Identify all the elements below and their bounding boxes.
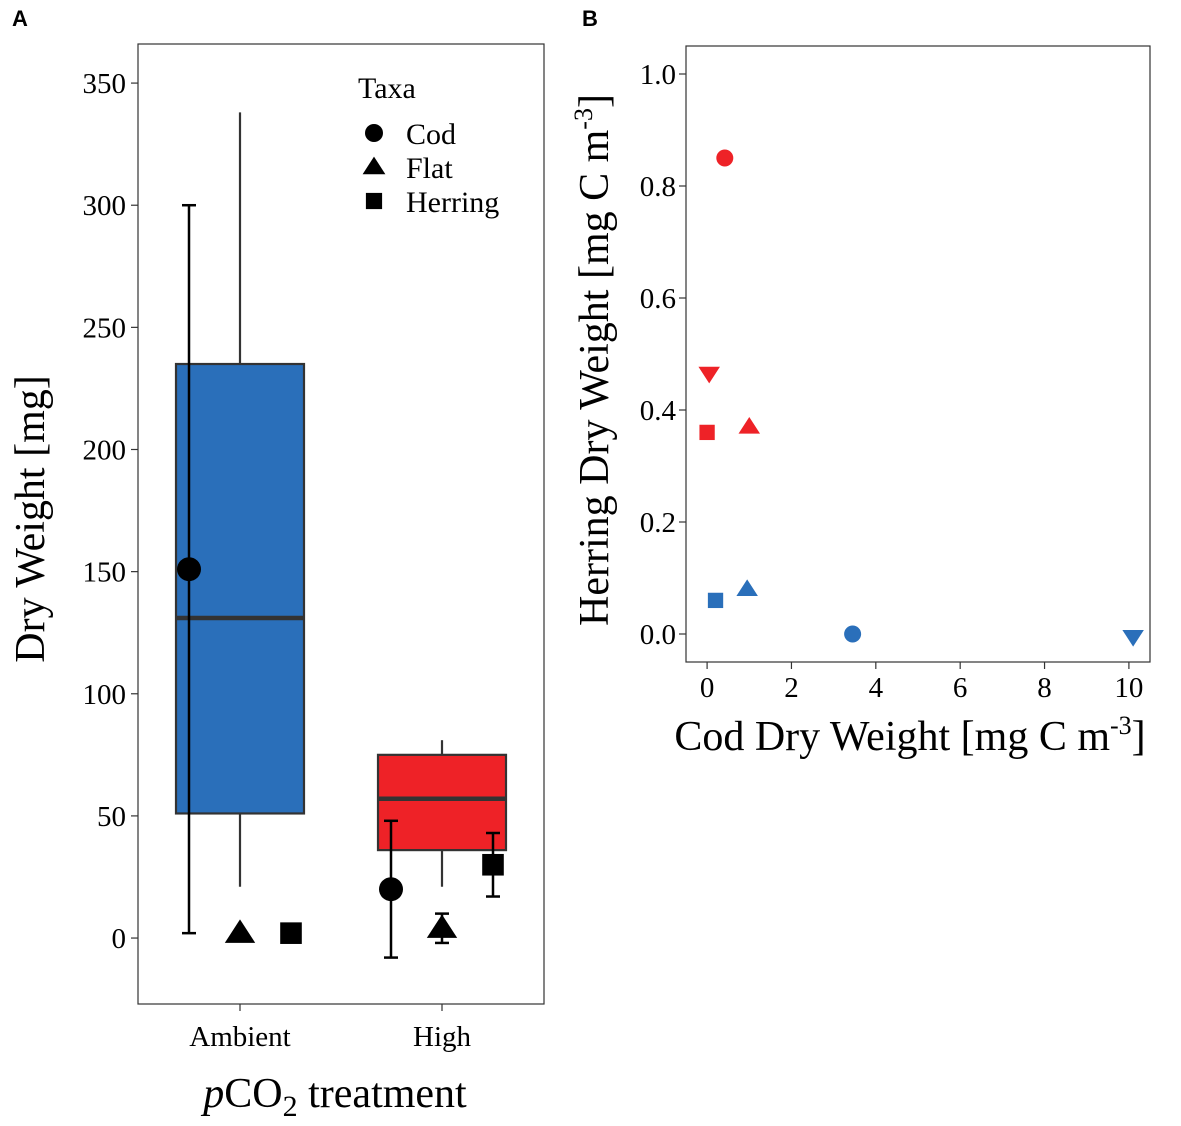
legend-label: Herring [406,186,499,219]
scatter-point [1122,629,1144,647]
scatter-point [698,366,720,384]
mean-marker [177,557,201,582]
points-layer [177,203,504,959]
panel-a-frame [137,43,545,1005]
x-axis-title-b: Cod Dry Weight [mg C m-3] [674,711,1145,760]
x-tick-label: 8 [1037,672,1052,704]
y-tick-label: 0.2 [640,507,676,539]
y-axis-title-b-tail: ] [572,94,618,108]
scatter-point [844,625,862,643]
scatter-point [716,149,734,167]
y-tick-label: 150 [83,557,127,589]
legend-entry-herring: Herring [365,186,499,219]
legend-title: Taxa [358,72,416,105]
y-tick-label: 300 [83,190,127,222]
box-ambient [174,112,306,887]
panel-b-label: B [582,6,598,31]
point-ambient-cod [177,203,201,935]
mean-marker [280,922,302,944]
point-ambient-herring [280,922,302,944]
y-axis-title-a: Dry Weight [mg] [8,375,54,662]
y-tick-label: 0 [112,923,127,955]
x-axis-b: 0 2 4 6 8 10 [700,662,1143,704]
mean-marker [426,914,458,938]
scatter-point [736,579,758,597]
scatter-point [738,417,761,434]
y-tick-label: 0.8 [640,171,676,203]
scatter-point [699,424,715,441]
x-axis-title-italic: p [200,1071,224,1117]
panel-a-label: A [12,6,28,31]
x-axis-a: Ambient High [189,1004,472,1053]
point-high-cod [379,819,403,959]
y-tick-label: 200 [83,434,127,466]
y-axis-b: 0.0 0.2 0.4 0.6 0.8 1.0 [640,59,686,651]
y-axis-title-b-main: Herring Dry Weight [mg C m [572,129,618,626]
scatter-point [707,592,724,609]
x-axis-title-sub: 2 [283,1090,298,1123]
x-tick-label-high: High [413,1021,472,1053]
legend-marker [365,124,383,142]
x-axis-title-b-main: Cod Dry Weight [mg C m [674,714,1110,760]
legend-entry-flat: Flat [362,152,453,185]
legend-marker [365,192,383,210]
mean-marker [379,877,403,902]
y-tick-label: 0.4 [640,395,677,427]
panel-b-scatter: 0.0 0.2 0.4 0.6 0.8 1.0 0 2 4 6 8 10 Cod Dry Weigh… [569,45,1151,760]
legend-entry-cod: Cod [365,118,456,151]
x-axis-title-b-tail: ] [1132,714,1146,760]
y-tick-label: 100 [83,679,127,711]
legend-marker [362,156,386,175]
x-tick-label: 2 [784,672,799,704]
panel-a-boxplot: 0 50 100 150 200 250 300 350 Ambient High Dry We… [8,43,545,1123]
x-tick-label-ambient: Ambient [189,1021,291,1053]
scatter-points-layer [698,149,1144,647]
box-layer [174,112,508,887]
x-axis-title-main: CO [224,1071,282,1117]
point-high-herring [482,831,504,898]
y-tick-label: 50 [97,801,126,833]
legend-label: Cod [406,118,456,151]
box-high [376,740,508,887]
mean-marker [224,919,256,943]
x-tick-label: 4 [869,672,884,704]
x-axis-title-b-sup: -3 [1110,711,1132,740]
point-high-flat [426,912,458,945]
x-axis-title-tail: treatment [298,1071,467,1117]
box-body [174,362,306,815]
x-tick-label: 10 [1114,672,1143,704]
x-tick-label: 6 [953,672,968,704]
y-axis-a: 0 50 100 150 200 250 300 350 [83,68,138,955]
y-axis-title-b: Herring Dry Weight [mg C m-3] [569,94,618,626]
x-tick-label: 0 [700,672,715,704]
y-tick-label: 350 [83,68,127,100]
legend-label: Flat [406,152,453,185]
y-tick-label: 0.0 [640,619,676,651]
y-tick-label: 1.0 [640,59,676,91]
x-axis-title-a: pCO2 treatment [200,1071,467,1123]
mean-marker [482,853,504,876]
y-tick-label: 250 [83,312,127,344]
panel-b-frame [685,45,1151,663]
box-body [376,753,508,852]
y-tick-label: 0.6 [640,283,676,315]
point-ambient-flat [224,919,256,943]
y-axis-title-b-sup: -3 [569,108,598,130]
